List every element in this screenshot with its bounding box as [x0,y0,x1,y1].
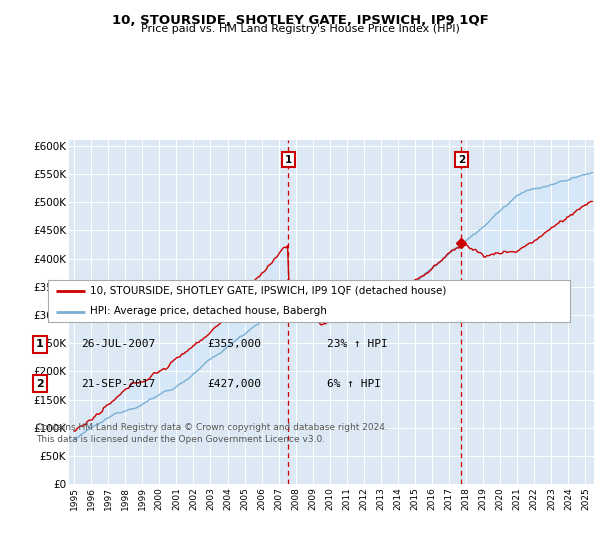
Text: £355,000: £355,000 [207,339,261,349]
Text: 2: 2 [458,155,465,165]
Text: 10, STOURSIDE, SHOTLEY GATE, IPSWICH, IP9 1QF: 10, STOURSIDE, SHOTLEY GATE, IPSWICH, IP… [112,14,488,27]
Text: 1: 1 [36,339,44,349]
Text: 2: 2 [36,379,44,389]
Text: 26-JUL-2007: 26-JUL-2007 [81,339,155,349]
Text: £427,000: £427,000 [207,379,261,389]
Text: 6% ↑ HPI: 6% ↑ HPI [327,379,381,389]
Text: 23% ↑ HPI: 23% ↑ HPI [327,339,388,349]
Text: HPI: Average price, detached house, Babergh: HPI: Average price, detached house, Babe… [90,306,326,316]
Text: Contains HM Land Registry data © Crown copyright and database right 2024.
This d: Contains HM Land Registry data © Crown c… [36,423,388,444]
Text: Price paid vs. HM Land Registry's House Price Index (HPI): Price paid vs. HM Land Registry's House … [140,24,460,34]
Text: 10, STOURSIDE, SHOTLEY GATE, IPSWICH, IP9 1QF (detached house): 10, STOURSIDE, SHOTLEY GATE, IPSWICH, IP… [90,286,446,296]
Text: 21-SEP-2017: 21-SEP-2017 [81,379,155,389]
Text: 1: 1 [285,155,292,165]
